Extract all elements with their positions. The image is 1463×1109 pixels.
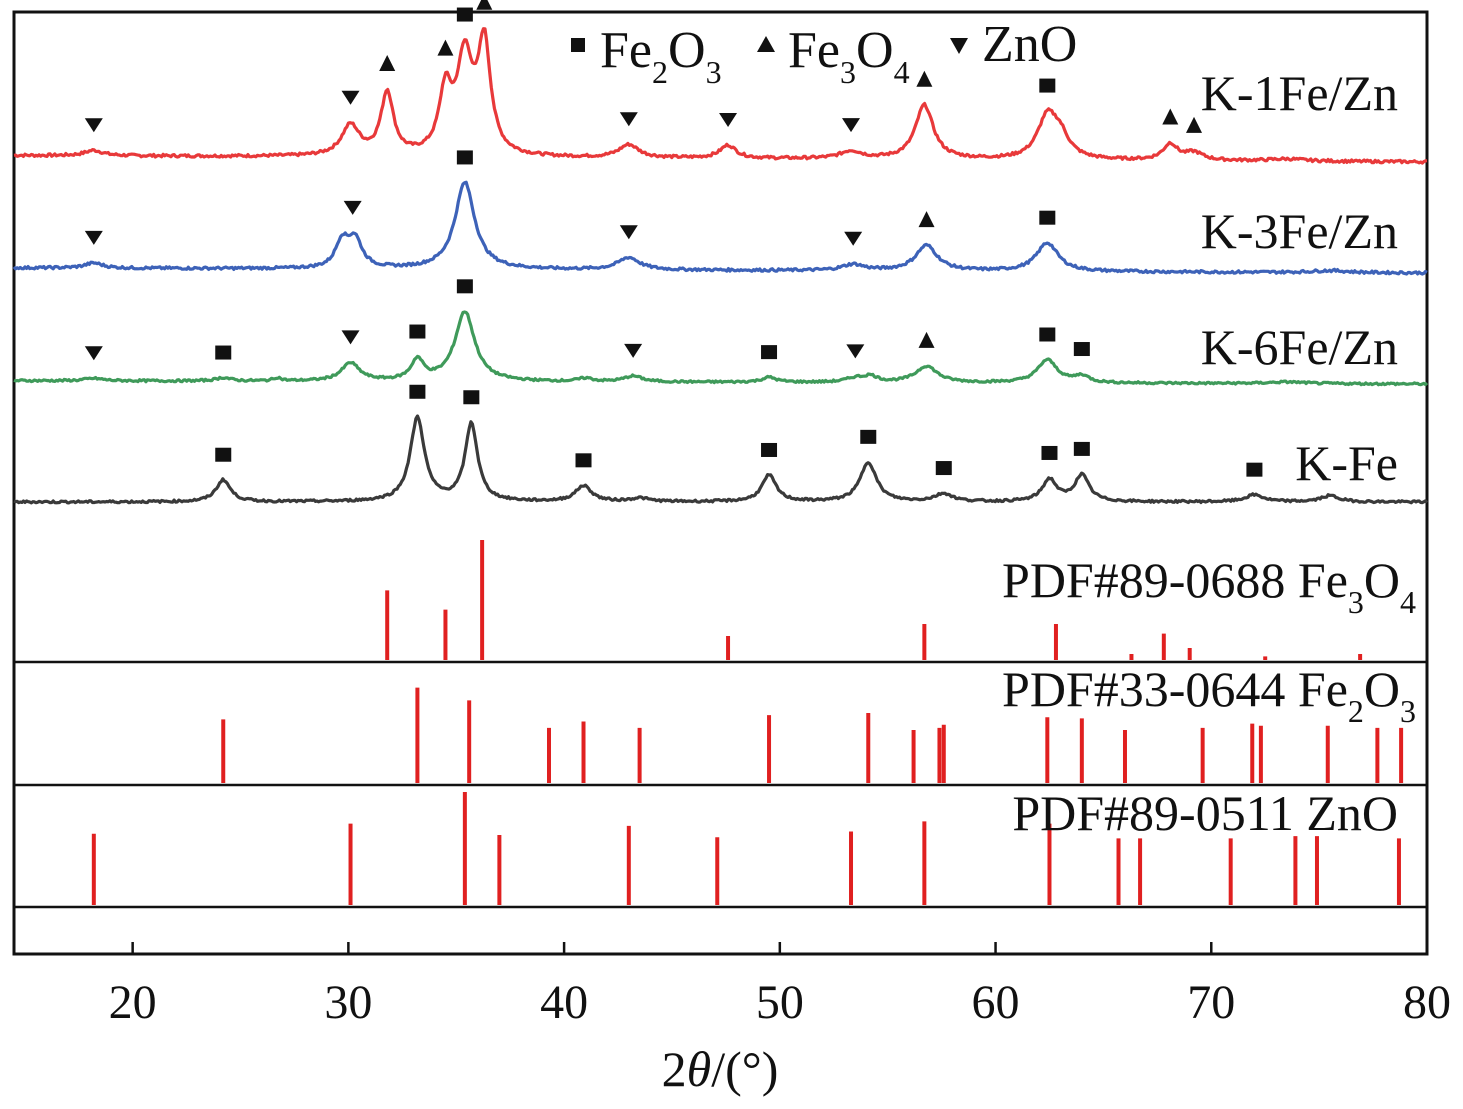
legend-label-zno: ZnO — [982, 16, 1077, 73]
peak-marker-fe2o3 — [409, 384, 426, 399]
legend-item-fe3o4: Fe3O4 — [757, 22, 910, 90]
peak-marker-fe2o3 — [463, 390, 480, 405]
peak-marker-zno — [343, 200, 362, 215]
legend-item-zno: ZnO — [950, 16, 1077, 73]
x-axis-ticks: 20 30 40 50 60 70 80 — [109, 942, 1451, 1029]
x-tick-label: 70 — [1187, 976, 1235, 1029]
legend-marker-square — [571, 38, 585, 52]
peak-marker-fe2o3 — [1073, 342, 1090, 357]
peak-marker-fe2o3 — [456, 279, 473, 294]
reference-label: PDF#89-0688 Fe3O4 — [1002, 552, 1416, 620]
peak-marker-fe2o3 — [935, 461, 952, 476]
peak-marker-zno — [84, 230, 103, 245]
x-tick-label: 60 — [972, 976, 1020, 1029]
peak-marker-zno — [624, 343, 643, 358]
x-tick-label: 80 — [1403, 976, 1451, 1029]
peak-marker-fe2o3 — [575, 453, 592, 468]
peak-marker-fe2o3 — [761, 345, 778, 360]
peak-marker-zno — [846, 344, 865, 359]
reference-label: PDF#89-0511 ZnO — [1012, 785, 1398, 841]
legend-label-fe2o3: Fe2O3 — [600, 22, 722, 90]
plot-frame — [12, 10, 1429, 956]
peak-marker-fe2o3 — [860, 429, 877, 444]
reference-PDF#89-0511 — [91, 792, 1401, 905]
peak-marker-fe3o4 — [1186, 116, 1203, 133]
peak-marker-zno — [842, 118, 861, 133]
peak-marker-fe3o4 — [437, 39, 454, 56]
peak-marker-zno — [844, 231, 863, 246]
peak-marker-fe2o3 — [215, 345, 232, 360]
peak-marker-fe2o3 — [1073, 441, 1090, 456]
peak-marker-zno — [84, 118, 103, 133]
peak-marker-fe2o3 — [1246, 462, 1263, 477]
reference-patterns — [91, 540, 1404, 905]
reference-PDF#33-0644 — [221, 687, 1404, 783]
peak-marker-fe3o4 — [918, 331, 935, 348]
series-line — [13, 27, 1428, 165]
series-line — [13, 310, 1429, 387]
series-line — [13, 414, 1429, 505]
peak-marker-fe2o3 — [456, 7, 473, 22]
x-tick-label: 50 — [756, 976, 804, 1029]
legend-label-fe3o4: Fe3O4 — [788, 22, 910, 90]
peak-marker-fe3o4 — [918, 211, 935, 228]
series-K-3Fe/Zn — [12, 150, 1428, 276]
peak-marker-zno — [619, 225, 638, 240]
peak-marker-fe2o3 — [761, 442, 778, 457]
series-K-6Fe/Zn — [13, 279, 1429, 387]
legend-marker-triangle-down — [950, 38, 968, 54]
peak-marker-fe2o3 — [409, 324, 426, 339]
legend-marker-triangle-up — [757, 36, 775, 52]
xrd-series — [12, 0, 1429, 505]
series-label: K-1Fe/Zn — [1201, 65, 1398, 121]
peak-marker-fe3o4 — [916, 70, 933, 87]
peak-marker-zno — [341, 90, 360, 105]
peak-marker-fe2o3 — [1039, 327, 1056, 342]
reference-PDF#89-0688 — [385, 540, 1363, 660]
x-tick-label: 30 — [324, 976, 372, 1029]
peak-marker-fe2o3 — [1039, 78, 1056, 93]
peak-marker-fe2o3 — [1041, 445, 1058, 460]
series-label: K-3Fe/Zn — [1201, 203, 1398, 259]
reference-label: PDF#33-0644 Fe2O3 — [1002, 661, 1416, 729]
peak-marker-fe2o3 — [215, 447, 232, 462]
series-label: K-Fe — [1295, 435, 1398, 491]
peak-marker-zno — [619, 112, 638, 127]
peak-marker-fe3o4 — [476, 0, 493, 10]
legend: Fe2O3 Fe3O4 ZnO — [571, 16, 1077, 90]
x-tick-label: 20 — [109, 976, 157, 1029]
series-line — [12, 180, 1428, 276]
text-labels: K-1Fe/Zn K-3Fe/Zn K-6Fe/Zn K-Fe PDF#89-0688 … — [1002, 65, 1416, 841]
x-tick-label: 40 — [540, 976, 588, 1029]
x-axis-label: 2θ/(°) — [662, 1041, 779, 1097]
peak-marker-zno — [84, 346, 103, 361]
peak-marker-fe2o3 — [1039, 210, 1056, 225]
peak-marker-zno — [341, 330, 360, 345]
legend-item-fe2o3: Fe2O3 — [571, 22, 722, 90]
peak-marker-fe3o4 — [379, 54, 396, 71]
peak-marker-fe3o4 — [1162, 108, 1179, 125]
peak-marker-fe2o3 — [456, 150, 473, 165]
peak-marker-zno — [719, 112, 738, 127]
series-K-Fe — [13, 384, 1429, 505]
series-label: K-6Fe/Zn — [1201, 319, 1398, 375]
series-K-1Fe/Zn — [13, 0, 1428, 165]
